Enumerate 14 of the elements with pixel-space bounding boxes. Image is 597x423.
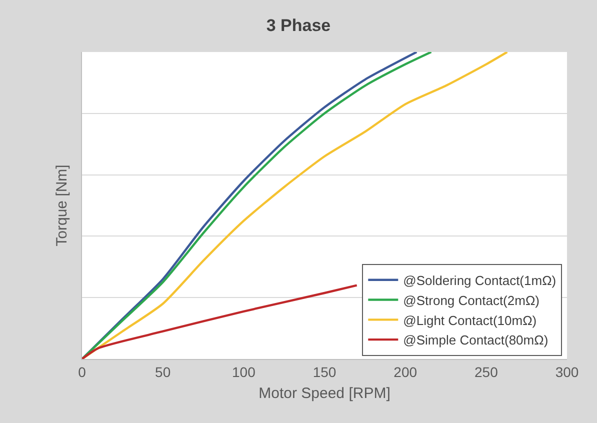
legend-label: @Simple Contact(80mΩ) bbox=[403, 332, 548, 348]
x-tick-label: 250 bbox=[474, 364, 498, 380]
chart-title: 3 Phase bbox=[266, 16, 331, 35]
legend-label: @Strong Contact(2mΩ) bbox=[403, 292, 540, 308]
y-axis-title: Torque [Nm] bbox=[53, 164, 70, 246]
x-tick-label: 50 bbox=[155, 364, 171, 380]
legend-label: @Light Contact(10mΩ) bbox=[403, 312, 537, 328]
x-tick-label: 0 bbox=[78, 364, 86, 380]
x-axis-title: Motor Speed [RPM] bbox=[258, 384, 390, 402]
x-tick-label: 200 bbox=[394, 364, 418, 380]
legend-label: @Soldering Contact(1mΩ) bbox=[403, 272, 556, 288]
x-tick-label: 100 bbox=[232, 364, 256, 380]
x-tick-label: 150 bbox=[312, 364, 336, 380]
x-tick-label: 300 bbox=[555, 364, 579, 380]
